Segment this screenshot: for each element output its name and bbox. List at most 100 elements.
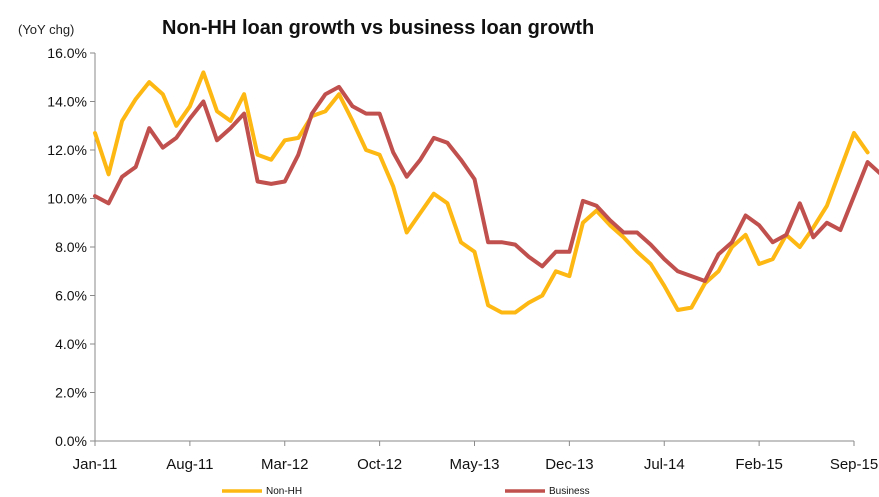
- data-point-business: [188, 117, 192, 120]
- y-tick-label: 4.0%: [55, 336, 87, 352]
- data-point-non-hh: [473, 250, 476, 254]
- data-point-non-hh: [174, 124, 178, 128]
- data-point-non-hh: [662, 284, 666, 288]
- data-point-non-hh: [825, 204, 829, 208]
- data-point-business: [473, 177, 476, 181]
- data-point-business: [635, 231, 639, 234]
- data-point-non-hh: [527, 301, 531, 305]
- data-point-non-hh: [730, 245, 734, 249]
- data-point-non-hh: [513, 311, 517, 314]
- data-point-business: [256, 180, 260, 183]
- data-point-non-hh: [554, 269, 558, 273]
- data-point-non-hh: [391, 184, 395, 188]
- data-point-business: [866, 160, 870, 164]
- x-tick-label: Jan-11: [73, 456, 118, 473]
- series-line-non-hh: [93, 70, 870, 315]
- data-point-non-hh: [608, 223, 612, 227]
- data-point-non-hh: [405, 231, 409, 234]
- data-point-non-hh: [838, 167, 842, 171]
- data-point-business: [757, 223, 761, 227]
- data-point-business: [134, 165, 138, 169]
- data-point-non-hh: [445, 201, 449, 205]
- data-point-business: [595, 204, 598, 208]
- data-point-non-hh: [689, 306, 693, 310]
- data-point-non-hh: [323, 109, 327, 113]
- data-point-non-hh: [757, 262, 761, 266]
- data-point-business: [744, 214, 748, 217]
- data-point-business: [364, 112, 368, 116]
- data-point-business: [784, 233, 788, 237]
- legend-label-non-hh: Non-HH: [266, 486, 302, 497]
- data-point-business: [622, 231, 626, 234]
- data-point-non-hh: [459, 240, 463, 244]
- data-point-non-hh: [486, 303, 490, 307]
- x-tick-label: May-13: [449, 456, 499, 473]
- data-point-business: [567, 250, 571, 254]
- data-point-business: [838, 228, 842, 232]
- data-point-business: [730, 240, 734, 244]
- x-tick-label: Sep-15: [830, 456, 878, 473]
- data-point-non-hh: [540, 294, 544, 297]
- x-axis-ticks: Jan-11 Aug-11 Mar-12 Oct-12 May-13 Dec-13 Jul-…: [73, 441, 878, 473]
- data-point-business: [581, 199, 585, 203]
- data-point-non-hh: [161, 92, 165, 96]
- data-point-business: [717, 252, 720, 256]
- data-point-business: [432, 136, 436, 140]
- data-point-business: [527, 255, 531, 259]
- data-point-non-hh: [147, 80, 151, 84]
- data-point-business: [323, 92, 327, 96]
- x-tick-label: Aug-11: [166, 456, 213, 473]
- series-points-business: [93, 85, 870, 283]
- data-point-business: [540, 264, 544, 268]
- data-point-non-hh: [337, 92, 341, 96]
- data-point-business: [676, 269, 680, 273]
- data-point-business: [269, 182, 273, 186]
- data-point-business: [649, 243, 653, 247]
- data-point-non-hh: [296, 136, 300, 140]
- data-point-non-hh: [744, 233, 748, 237]
- data-point-business: [608, 218, 612, 222]
- data-point-non-hh: [771, 257, 775, 261]
- data-point-business: [310, 112, 314, 116]
- data-point-non-hh: [120, 119, 124, 123]
- data-point-non-hh: [229, 119, 232, 123]
- data-point-business: [242, 112, 246, 116]
- legend: Non-HH Business: [222, 486, 590, 497]
- data-point-non-hh: [567, 274, 571, 278]
- data-point-non-hh: [811, 226, 815, 230]
- data-point-non-hh: [215, 109, 219, 113]
- y-tick-label: 10.0%: [47, 191, 87, 207]
- y-tick-label: 8.0%: [55, 239, 87, 255]
- data-point-non-hh: [242, 92, 246, 96]
- data-point-business: [107, 201, 111, 205]
- data-point-business: [93, 194, 97, 198]
- y-tick-label: 6.0%: [55, 288, 87, 304]
- data-point-business: [500, 240, 504, 244]
- data-point-non-hh: [256, 153, 260, 157]
- data-point-non-hh: [201, 70, 205, 74]
- data-point-business: [161, 146, 165, 150]
- chart-title: Non-HH loan growth vs business loan grow…: [162, 17, 594, 39]
- data-point-business: [296, 153, 300, 157]
- legend-label-business: Business: [549, 486, 590, 497]
- data-point-non-hh: [866, 150, 870, 154]
- data-point-non-hh: [717, 269, 720, 273]
- data-point-business: [283, 180, 287, 183]
- data-point-non-hh: [418, 211, 422, 215]
- data-point-non-hh: [649, 262, 653, 266]
- data-point-business: [337, 85, 341, 89]
- data-point-non-hh: [622, 235, 626, 239]
- data-point-business: [459, 158, 463, 162]
- y-tick-label: 0.0%: [55, 433, 87, 449]
- data-point-non-hh: [378, 153, 382, 157]
- data-point-non-hh: [581, 221, 585, 225]
- data-point-business: [120, 175, 124, 179]
- data-point-business: [147, 126, 151, 130]
- y-tick-label: 12.0%: [47, 142, 87, 158]
- y-tick-label: 2.0%: [55, 385, 87, 401]
- data-point-business: [215, 138, 219, 142]
- data-point-non-hh: [852, 131, 856, 135]
- data-point-non-hh: [93, 131, 97, 135]
- series-layer: [93, 70, 879, 315]
- data-point-non-hh: [107, 172, 111, 176]
